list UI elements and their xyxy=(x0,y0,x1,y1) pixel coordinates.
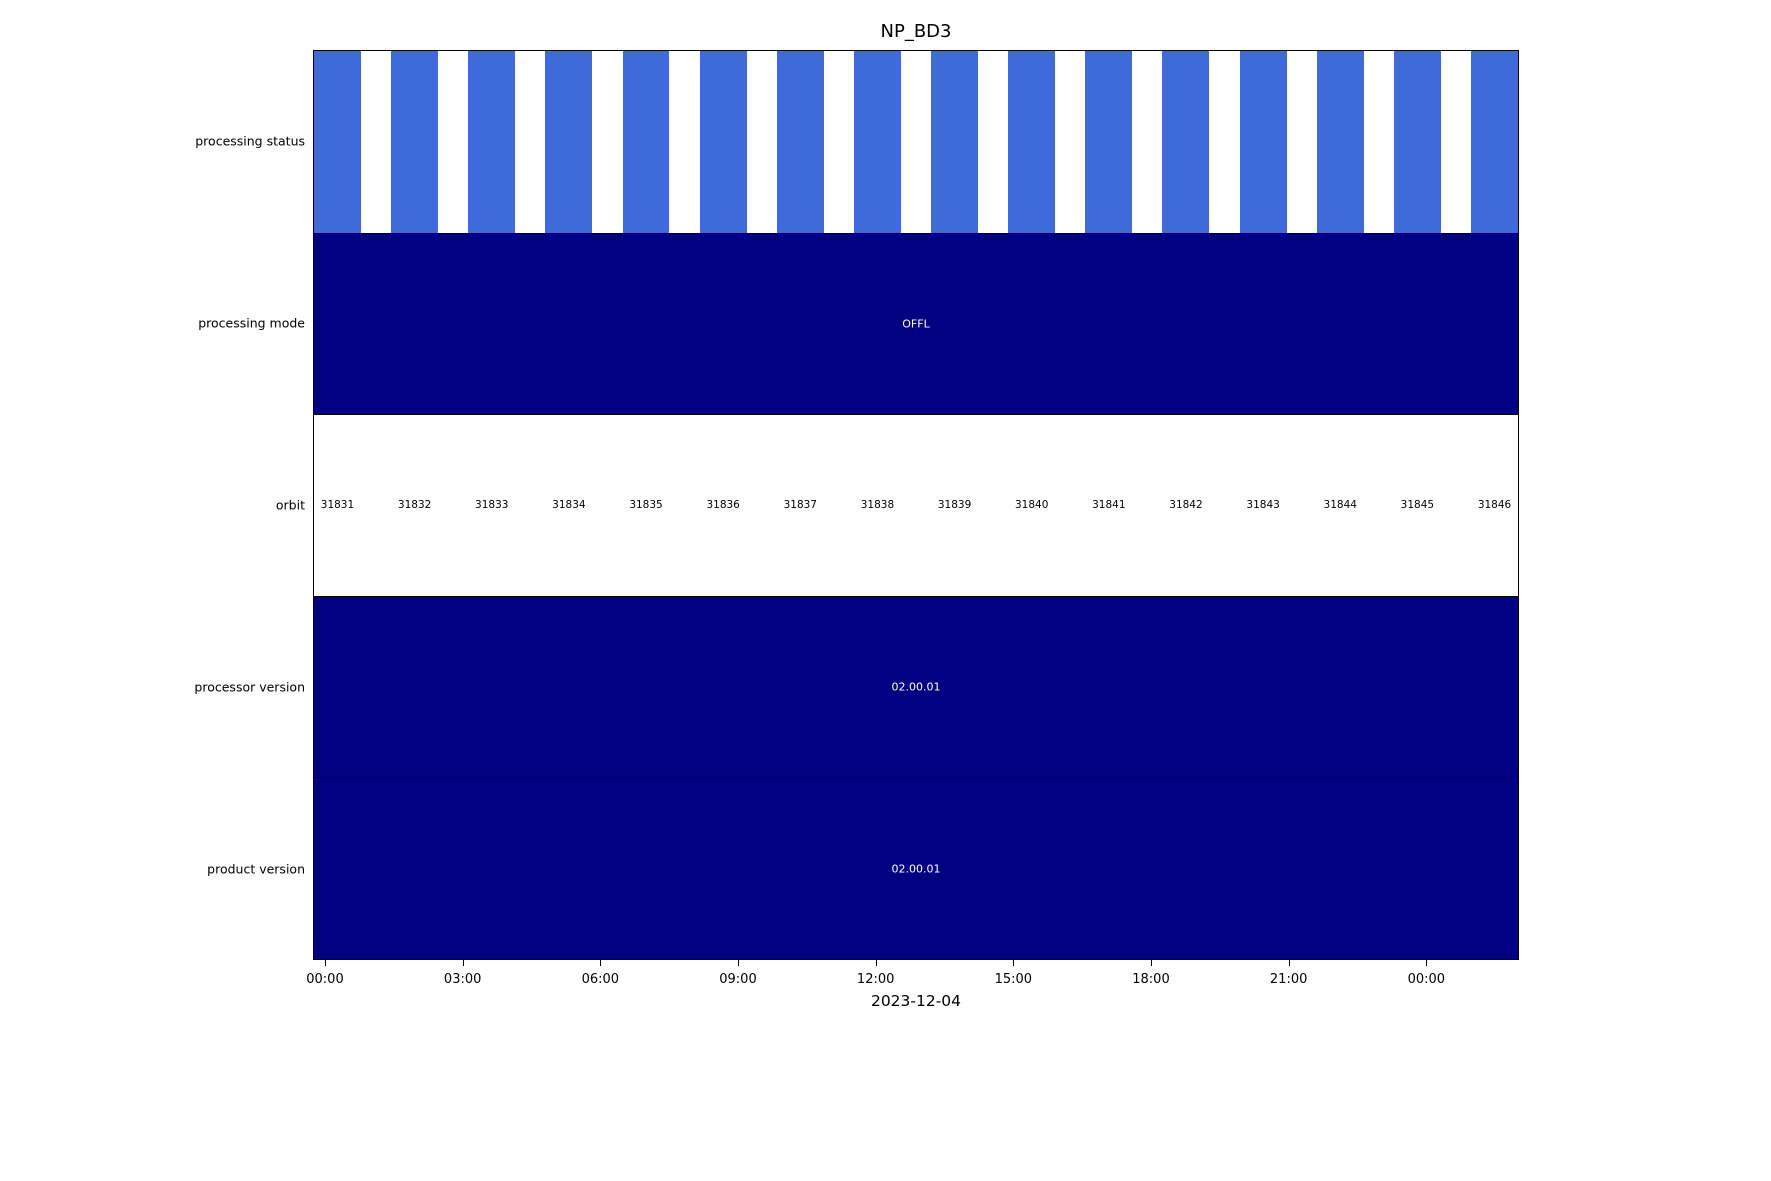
row-label-product-version: product version xyxy=(207,861,305,877)
status-bar xyxy=(468,51,516,233)
x-tick-mark xyxy=(462,960,464,966)
processing-status-row xyxy=(314,51,1518,233)
x-tick-mark xyxy=(737,960,739,966)
orbit-number: 31841 xyxy=(1092,499,1126,512)
row-label-processing-mode: processing mode xyxy=(198,315,305,331)
plot-area: OFFL 31831 31832 31833 31834 31835 31836 31837… xyxy=(313,50,1519,960)
processing-mode-value: OFFL xyxy=(902,317,930,331)
x-tick-label: 15:00 xyxy=(994,972,1033,987)
orbit-number: 31846 xyxy=(1477,499,1512,512)
status-bar xyxy=(776,51,824,233)
status-bar xyxy=(314,51,361,233)
x-tick-mark xyxy=(1150,960,1152,966)
status-bar xyxy=(1316,51,1364,233)
x-tick-label: 21:00 xyxy=(1269,972,1308,987)
x-tick-label: 09:00 xyxy=(719,972,757,987)
x-tick-mark xyxy=(324,960,326,966)
row-label-processing-status: processing status xyxy=(195,133,305,149)
status-bar xyxy=(1393,51,1441,233)
orbit-row: 31831 31832 31833 31834 31835 31836 31837 31838… xyxy=(314,414,1518,596)
status-bar xyxy=(1471,51,1518,233)
x-tick-label: 00:00 xyxy=(306,972,344,987)
orbit-number: 31837 xyxy=(783,499,817,512)
x-tick-mark xyxy=(875,960,877,966)
orbit-number: 31832 xyxy=(397,499,432,512)
orbit-number: 31840 xyxy=(1015,499,1049,512)
processor-version-row: 02.00.01 xyxy=(314,595,1518,778)
status-bar xyxy=(931,51,979,233)
status-bar xyxy=(1008,51,1056,233)
status-bar xyxy=(391,51,439,233)
status-bar xyxy=(699,51,747,233)
orbit-number: 31833 xyxy=(475,499,509,512)
orbit-number: 31838 xyxy=(860,499,895,512)
product-version-value: 02.00.01 xyxy=(891,862,941,876)
chart-title: NP_BD3 xyxy=(880,21,952,42)
x-tick-mark xyxy=(1426,960,1428,966)
status-bar xyxy=(622,51,670,233)
x-tick-label: 00:00 xyxy=(1407,972,1446,987)
status-bar xyxy=(1162,51,1210,233)
processing-mode-row: OFFL xyxy=(314,232,1518,415)
orbit-number: 31845 xyxy=(1400,499,1435,512)
row-label-orbit: orbit xyxy=(275,497,305,513)
orbit-number: 31831 xyxy=(320,499,355,512)
x-axis: 00:00 03:00 06:00 09:00 12:00 15:00 18:00 21:00… xyxy=(306,960,1519,1002)
orbit-number: 31842 xyxy=(1169,499,1203,512)
x-tick-mark xyxy=(1288,960,1290,966)
orbit-number: 31839 xyxy=(937,499,972,512)
orbit-number: 31835 xyxy=(629,499,663,512)
status-bar xyxy=(1085,51,1133,233)
status-bar xyxy=(545,51,593,233)
product-version-row: 02.00.01 xyxy=(314,777,1518,959)
orbit-number: 31843 xyxy=(1246,499,1280,512)
x-tick-mark xyxy=(1013,960,1015,966)
orbit-number: 31844 xyxy=(1323,499,1357,512)
row-label-processor-version: processor version xyxy=(194,679,305,695)
x-tick-label: 18:00 xyxy=(1132,972,1170,987)
x-tick-label: 03:00 xyxy=(443,972,482,987)
x-tick-mark xyxy=(600,960,602,966)
orbit-number: 31836 xyxy=(706,499,740,512)
processor-version-value: 02.00.01 xyxy=(891,680,941,694)
x-tick-label: 06:00 xyxy=(581,972,620,987)
orbit-number: 31834 xyxy=(552,499,586,512)
x-axis-label: 2023-12-04 xyxy=(870,992,962,1010)
status-bar xyxy=(853,51,901,233)
status-bar xyxy=(1239,51,1287,233)
x-tick-label: 12:00 xyxy=(856,972,895,987)
